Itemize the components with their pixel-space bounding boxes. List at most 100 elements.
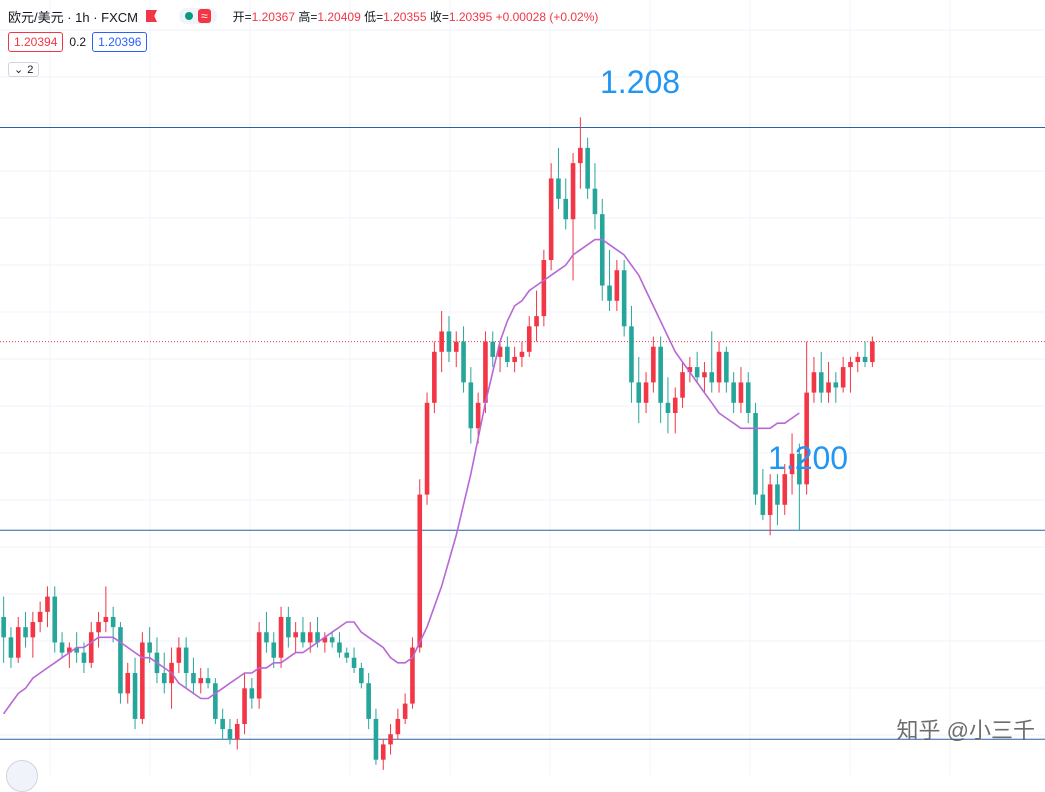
indicator-count: 2 bbox=[27, 63, 34, 76]
candle-down bbox=[271, 642, 277, 658]
candle-down bbox=[833, 382, 839, 388]
candle-up bbox=[848, 362, 853, 368]
candle-down bbox=[205, 678, 211, 684]
candle-up bbox=[870, 341, 875, 363]
moving-average-line bbox=[2, 238, 800, 715]
close-value: 1.20395 bbox=[448, 9, 493, 24]
candle-up bbox=[767, 484, 773, 515]
candle-up bbox=[526, 326, 532, 352]
candle-up bbox=[417, 494, 423, 648]
candle-up bbox=[256, 632, 262, 699]
candle-down bbox=[709, 372, 715, 383]
candle-down bbox=[264, 632, 269, 643]
candle-down bbox=[636, 382, 642, 403]
candle-down bbox=[461, 341, 466, 383]
candle-up bbox=[395, 718, 401, 735]
chevron-down-icon: ⌄ bbox=[14, 64, 24, 76]
candle-up bbox=[826, 382, 831, 393]
candle-up bbox=[125, 673, 131, 694]
candle-up bbox=[67, 647, 72, 653]
watermark: 知乎 @小三千 bbox=[896, 718, 1035, 743]
wave-icon: ≈ bbox=[198, 9, 211, 23]
candle-down bbox=[132, 673, 138, 719]
candle-down bbox=[607, 285, 612, 301]
candle-up bbox=[534, 316, 539, 327]
candle-up bbox=[804, 392, 809, 485]
candle-down bbox=[351, 657, 357, 668]
lower-level-label: 1.200 bbox=[768, 440, 849, 476]
candle-up bbox=[840, 367, 846, 388]
flag-icon[interactable] bbox=[146, 10, 158, 22]
candle-up bbox=[643, 382, 649, 403]
corner-toolbar-button[interactable] bbox=[6, 760, 38, 792]
candle-down bbox=[110, 616, 116, 628]
high-value: 1.20409 bbox=[317, 9, 361, 24]
candle-up bbox=[410, 647, 415, 704]
candle-down bbox=[286, 616, 291, 638]
collapse-indicators-button[interactable]: ⌄ 2 bbox=[8, 62, 40, 77]
candle-up bbox=[680, 372, 685, 398]
candle-down bbox=[731, 382, 736, 403]
close-label: 收= bbox=[429, 9, 449, 24]
candle-down bbox=[556, 178, 561, 199]
spread-value: 0.2 bbox=[69, 35, 87, 49]
sell-button[interactable]: 1.20394 bbox=[8, 32, 64, 52]
candle-down bbox=[337, 642, 342, 653]
candle-down bbox=[8, 637, 14, 658]
candle-up bbox=[483, 341, 488, 403]
candle-down bbox=[220, 718, 225, 730]
candle-up bbox=[651, 346, 656, 383]
candle-up bbox=[475, 402, 481, 429]
candle-up bbox=[782, 474, 788, 505]
candle-down bbox=[147, 642, 152, 653]
candle-down bbox=[818, 372, 824, 393]
candle-up bbox=[278, 616, 284, 658]
buy-button[interactable]: 1.20396 bbox=[92, 32, 148, 52]
indicator-pill[interactable]: ≈ bbox=[179, 8, 217, 24]
symbol-title[interactable]: 欧元/美元 · 1h · FXCM bbox=[8, 9, 139, 25]
candle-up bbox=[140, 642, 145, 719]
candle-down bbox=[629, 326, 634, 383]
candle-up bbox=[453, 341, 459, 352]
candle-down bbox=[862, 356, 868, 363]
candle-up bbox=[716, 351, 722, 383]
candle-down bbox=[446, 331, 452, 352]
candle-down bbox=[227, 729, 233, 740]
candle-up bbox=[176, 647, 182, 663]
low-value: 1.20355 bbox=[383, 9, 427, 24]
candle-down bbox=[74, 647, 79, 653]
status-dot-icon bbox=[185, 12, 194, 20]
candle-down bbox=[468, 382, 474, 429]
candle-up bbox=[614, 270, 620, 301]
candlestick-chart[interactable] bbox=[0, 0, 1045, 775]
candle-up bbox=[578, 147, 583, 164]
candle-up bbox=[242, 688, 247, 725]
candle-up bbox=[548, 178, 554, 261]
candle-down bbox=[300, 632, 306, 643]
candle-down bbox=[760, 494, 766, 515]
candle-up bbox=[541, 260, 547, 317]
upper-level-label: 1.208 bbox=[600, 64, 681, 100]
candle-up bbox=[234, 724, 240, 740]
candle-up bbox=[497, 346, 503, 357]
candle-down bbox=[344, 652, 350, 658]
candle-down bbox=[775, 484, 780, 505]
candle-down bbox=[191, 673, 196, 684]
high-label: 高= bbox=[298, 9, 318, 24]
candle-up bbox=[307, 632, 313, 643]
low-label: 低= bbox=[364, 9, 384, 24]
candle-down bbox=[797, 453, 802, 485]
candle-up bbox=[738, 382, 744, 403]
candle-up bbox=[687, 367, 693, 373]
candle-up bbox=[512, 356, 517, 363]
change-value: +0.00028 (+0.02%) bbox=[495, 9, 599, 24]
candle-down bbox=[665, 402, 671, 413]
candle-up bbox=[855, 356, 861, 363]
candle-down bbox=[490, 341, 496, 357]
candle-down bbox=[1, 616, 6, 638]
candle-down bbox=[366, 683, 371, 719]
candle-up bbox=[45, 596, 50, 612]
candle-up bbox=[198, 678, 204, 684]
candle-down bbox=[249, 688, 255, 699]
candle-up bbox=[88, 632, 94, 663]
